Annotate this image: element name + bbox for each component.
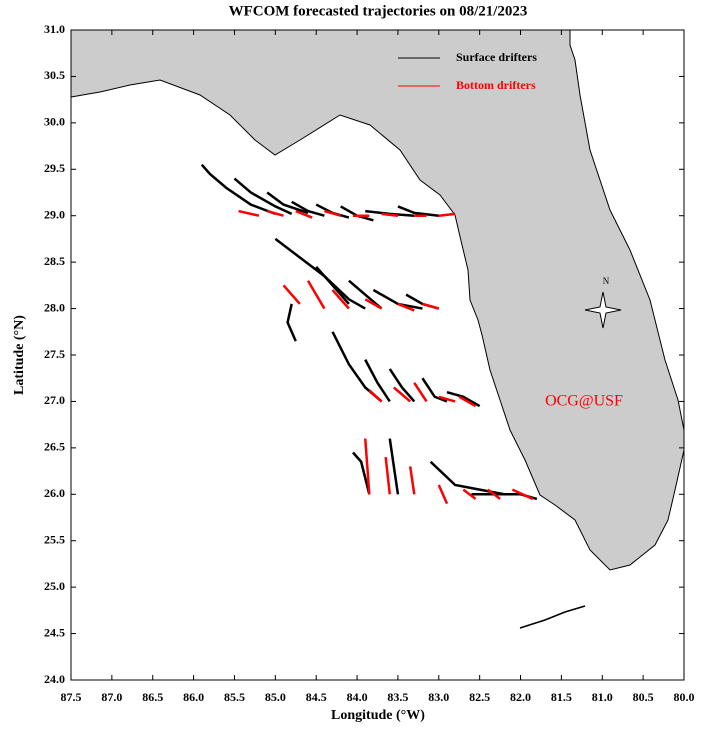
y-tick-label: 29.0: [44, 207, 65, 221]
trajectory: [462, 488, 477, 500]
x-tick-label: 82.0: [510, 690, 531, 704]
y-tick-label: 28.0: [44, 300, 65, 314]
compass-rose: [584, 291, 622, 329]
annotation: OCG@USF: [545, 393, 623, 410]
trajectory: [315, 265, 350, 305]
trajectory: [364, 298, 383, 310]
chart-title: WFCOM forecasted trajectories on 08/21/2…: [229, 3, 528, 19]
x-tick-label: 81.5: [551, 690, 572, 704]
y-tick-label: 24.5: [44, 625, 65, 639]
legend-entry: Surface drifters: [456, 50, 537, 64]
x-tick-label: 87.5: [61, 690, 82, 704]
x-tick-label: 80.0: [674, 690, 695, 704]
trajectory: [487, 488, 501, 500]
x-tick-label: 84.0: [347, 690, 368, 704]
trajectory: [266, 209, 284, 217]
trajectory: [282, 284, 301, 305]
trajectory: [397, 205, 439, 217]
trajectory: [306, 280, 326, 310]
trajectory: [408, 466, 416, 495]
keys: [519, 605, 586, 629]
trajectory: [238, 209, 260, 217]
trajectory: [200, 163, 276, 216]
trajectory: [511, 488, 534, 501]
y-tick-label: 30.0: [44, 115, 65, 129]
trajectory: [381, 212, 399, 217]
y-tick-label: 30.5: [44, 68, 65, 82]
y-tick-label: 25.5: [44, 532, 65, 546]
x-tick-label: 80.5: [633, 690, 654, 704]
trajectory: [348, 279, 383, 310]
compass: [584, 291, 622, 329]
y-axis-label: Latitude (°N): [12, 315, 27, 395]
trajectory: [393, 386, 412, 403]
y-tick-label: 28.5: [44, 254, 65, 268]
compass-label: N: [603, 276, 610, 286]
trajectory: [233, 177, 293, 215]
y-tick-label: 27.5: [44, 347, 65, 361]
trajectory: [437, 484, 449, 505]
trajectory: [422, 302, 440, 310]
trajectory: [372, 288, 423, 310]
trajectory: [352, 451, 371, 495]
y-tick-label: 24.0: [44, 672, 65, 686]
trajectory: [384, 457, 392, 495]
trajectory: [291, 200, 325, 217]
x-tick-label: 85.5: [224, 690, 245, 704]
legend-entry: Bottom drifters: [456, 78, 536, 92]
trajectory: [458, 395, 477, 408]
trajectory: [363, 438, 371, 495]
x-tick-label: 84.5: [306, 690, 327, 704]
trajectory: [295, 209, 313, 219]
trajectory: [266, 191, 309, 215]
trajectory: [438, 212, 456, 217]
x-tick-label: 83.0: [428, 690, 449, 704]
trajectory: [368, 389, 383, 403]
y-tick-label: 29.5: [44, 161, 65, 175]
y-tick-label: 26.0: [44, 486, 65, 500]
trajectory: [364, 359, 391, 403]
trajectory: [446, 390, 481, 408]
x-tick-label: 81.0: [592, 690, 613, 704]
x-tick-label: 86.5: [142, 690, 163, 704]
x-axis-label: Longitude (°W): [331, 708, 425, 723]
x-tick-label: 83.5: [387, 690, 408, 704]
trajectory: [388, 438, 400, 495]
y-tick-label: 31.0: [44, 22, 65, 36]
y-tick-label: 27.0: [44, 393, 65, 407]
x-tick-label: 87.0: [101, 690, 122, 704]
land: [70, 29, 685, 571]
x-tick-label: 82.5: [469, 690, 490, 704]
trajectory: [413, 382, 428, 403]
trajectory: [331, 289, 350, 310]
trajectory: [324, 209, 342, 217]
trajectory: [397, 302, 415, 312]
trajectory: [421, 377, 448, 403]
trajectory: [438, 395, 456, 403]
trajectory: [388, 368, 416, 403]
y-tick-label: 25.0: [44, 579, 65, 593]
y-tick-label: 26.5: [44, 440, 65, 454]
x-tick-label: 85.0: [265, 690, 286, 704]
x-tick-label: 86.0: [183, 690, 204, 704]
trajectory: [286, 303, 297, 342]
